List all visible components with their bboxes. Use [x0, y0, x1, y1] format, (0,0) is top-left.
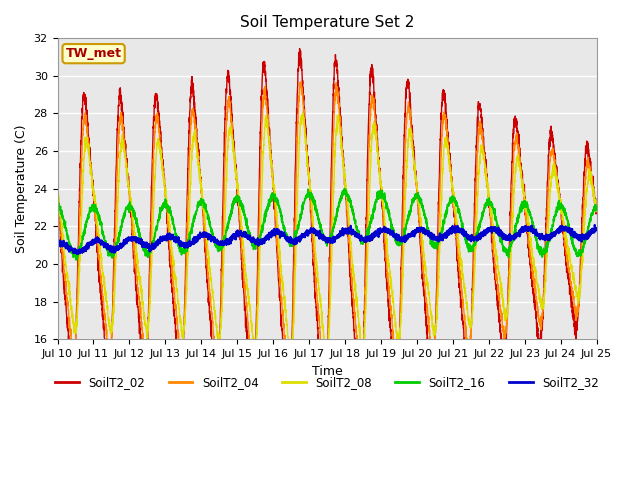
SoilT2_16	[88, 205, 95, 211]
SoilT2_02	[593, 205, 600, 211]
SoilT2_16	[73, 257, 81, 263]
SoilT2_08	[118, 144, 126, 150]
SoilT2_16	[221, 234, 229, 240]
SoilT2_04	[297, 79, 305, 85]
Line: SoilT2_04: SoilT2_04	[58, 82, 596, 390]
SoilT2_16	[426, 233, 434, 239]
Line: SoilT2_02: SoilT2_02	[58, 48, 596, 422]
SoilT2_02	[88, 167, 95, 173]
Text: TW_met: TW_met	[66, 47, 122, 60]
SoilT2_04	[88, 170, 95, 176]
SoilT2_02	[296, 46, 303, 51]
SoilT2_16	[340, 186, 348, 192]
SoilT2_08	[593, 203, 600, 209]
SoilT2_32	[88, 242, 95, 248]
SoilT2_04	[593, 203, 600, 209]
X-axis label: Time: Time	[312, 365, 342, 378]
SoilT2_32	[118, 242, 125, 248]
SoilT2_04	[470, 247, 478, 252]
SoilT2_08	[299, 110, 307, 116]
SoilT2_04	[54, 190, 61, 195]
SoilT2_08	[221, 213, 229, 219]
SoilT2_32	[470, 236, 477, 242]
Line: SoilT2_16: SoilT2_16	[58, 189, 596, 260]
SoilT2_32	[74, 251, 82, 257]
SoilT2_16	[118, 218, 126, 224]
Title: Soil Temperature Set 2: Soil Temperature Set 2	[240, 15, 414, 30]
SoilT2_32	[54, 243, 61, 249]
SoilT2_16	[118, 220, 125, 226]
SoilT2_04	[118, 128, 126, 133]
SoilT2_16	[54, 204, 61, 210]
SoilT2_08	[118, 138, 125, 144]
SoilT2_16	[593, 205, 600, 211]
Line: SoilT2_08: SoilT2_08	[58, 113, 596, 360]
Legend: SoilT2_02, SoilT2_04, SoilT2_08, SoilT2_16, SoilT2_32: SoilT2_02, SoilT2_04, SoilT2_08, SoilT2_…	[51, 372, 604, 394]
SoilT2_04	[322, 387, 330, 393]
SoilT2_32	[426, 233, 434, 239]
SoilT2_32	[593, 228, 600, 233]
SoilT2_32	[221, 240, 229, 246]
SoilT2_08	[287, 358, 294, 363]
SoilT2_02	[470, 219, 478, 225]
SoilT2_02	[118, 106, 126, 111]
SoilT2_02	[54, 183, 61, 189]
SoilT2_32	[118, 241, 126, 247]
Line: SoilT2_32: SoilT2_32	[58, 225, 596, 254]
SoilT2_02	[221, 117, 229, 122]
SoilT2_08	[88, 173, 95, 179]
SoilT2_08	[470, 283, 478, 289]
SoilT2_08	[54, 186, 61, 192]
SoilT2_02	[118, 101, 125, 107]
SoilT2_16	[470, 241, 478, 247]
SoilT2_04	[221, 156, 229, 161]
SoilT2_04	[118, 119, 125, 125]
SoilT2_02	[321, 420, 329, 425]
SoilT2_02	[426, 366, 434, 372]
SoilT2_04	[426, 340, 434, 346]
SoilT2_32	[591, 222, 598, 228]
SoilT2_08	[426, 301, 434, 307]
Y-axis label: Soil Temperature (C): Soil Temperature (C)	[15, 124, 28, 253]
